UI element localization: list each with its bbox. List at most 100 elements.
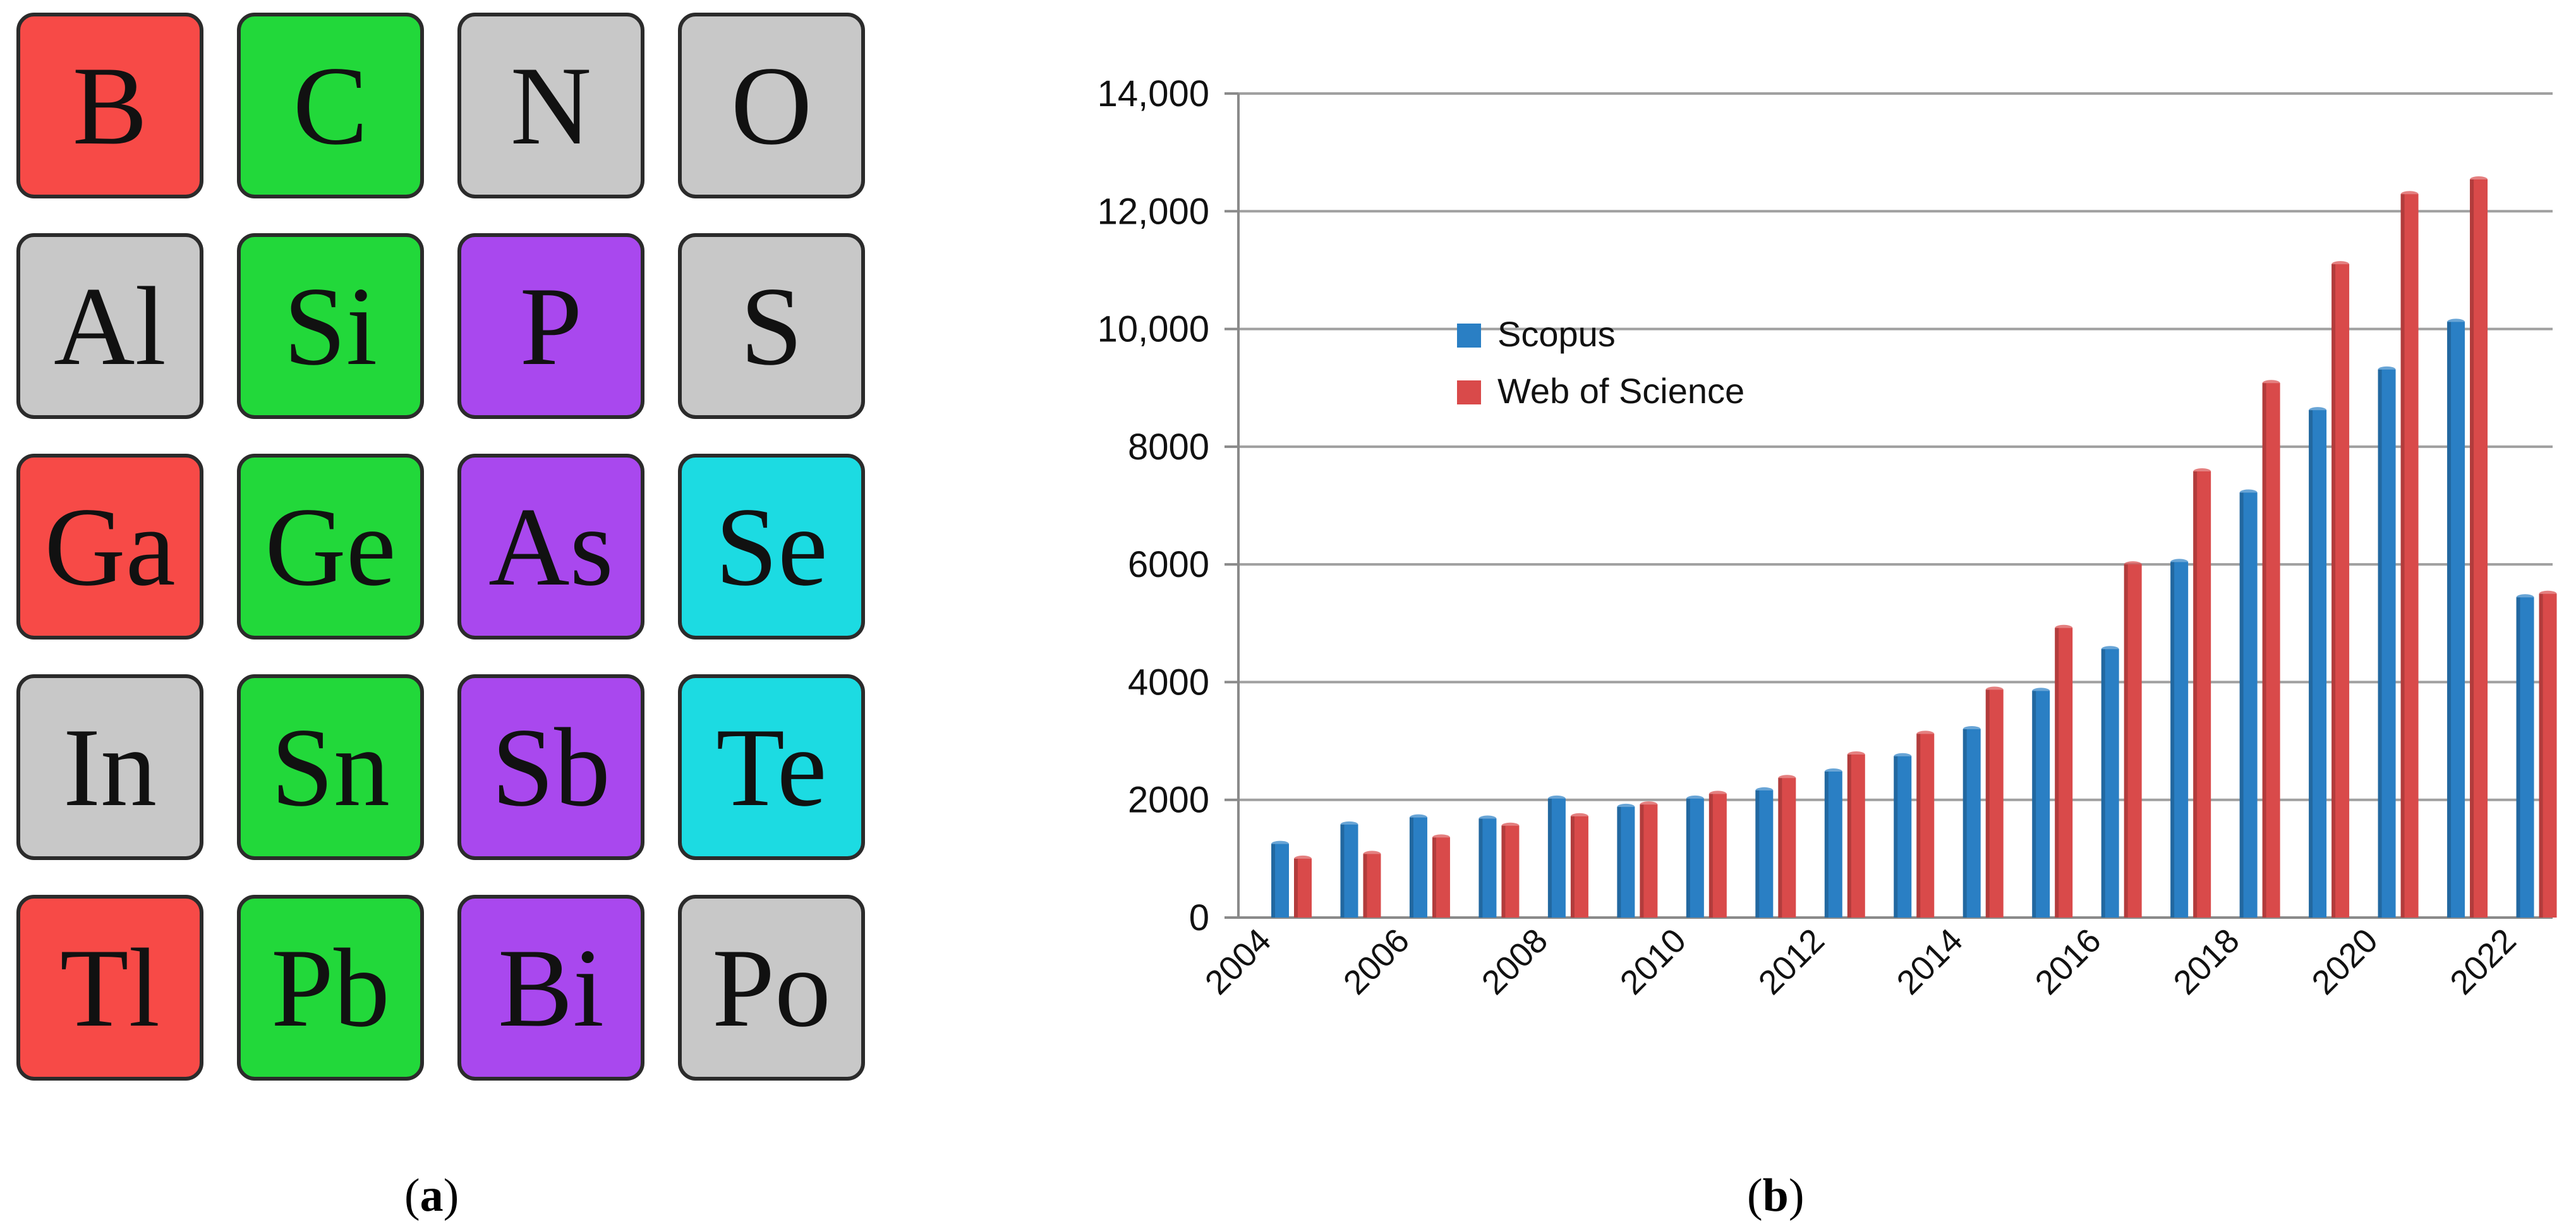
- bar-body: [1547, 798, 1566, 918]
- bar-web-of-science-2021: [2470, 176, 2488, 918]
- bar-shade: [2378, 369, 2382, 918]
- element-tile-al: Al: [16, 233, 203, 419]
- bar-scopus-2007: [1478, 815, 1497, 918]
- bar-cap: [1294, 855, 1312, 862]
- bar-shade: [2124, 564, 2128, 918]
- bar-shade: [1409, 817, 1413, 918]
- bar-web-of-science-2006: [1432, 834, 1450, 918]
- bar-body: [2331, 264, 2350, 918]
- element-tile-n: N: [457, 13, 644, 198]
- bar-web-of-science-2011: [1778, 775, 1796, 918]
- y-tick-label: 14,000: [1098, 73, 1209, 114]
- element-tile-sb: Sb: [457, 674, 644, 860]
- bar-web-of-science-2015: [2055, 624, 2073, 918]
- bar-cap: [2447, 318, 2465, 325]
- bar-body: [2193, 471, 2211, 918]
- bar-shade: [1547, 798, 1552, 918]
- bar-body: [1708, 794, 1727, 918]
- bar-shade: [2309, 410, 2313, 918]
- bar-cap: [1570, 813, 1588, 820]
- bar-body: [1778, 778, 1796, 918]
- bar-cap: [2032, 688, 2050, 694]
- bar-cap: [2378, 366, 2396, 373]
- element-tile-tl: Tl: [16, 895, 203, 1081]
- bar-body: [1894, 756, 1912, 918]
- bar-cap: [2101, 646, 2119, 653]
- y-tick-label: 0: [1189, 897, 1209, 938]
- y-tick-labels: 0 2000 4000 6000 8000 10,000 12,000 14,000: [1098, 73, 1209, 938]
- bar-cap: [2516, 594, 2534, 601]
- element-tile-te: Te: [678, 674, 865, 860]
- bar-cap: [1778, 775, 1796, 782]
- bar-cap: [1363, 851, 1381, 858]
- y-tick-label: 8000: [1128, 427, 1209, 468]
- bar-shade: [1916, 734, 1921, 918]
- bar-body: [1271, 844, 1289, 918]
- y-tick-label: 6000: [1128, 544, 1209, 585]
- bar-shade: [1617, 806, 1621, 918]
- bar-shade: [2032, 691, 2036, 918]
- element-tile-po: Po: [678, 895, 865, 1081]
- bar-shade: [2447, 322, 2452, 918]
- x-tick-label: 2008: [1475, 921, 1555, 1002]
- element-tile-sn: Sn: [237, 674, 424, 860]
- bar-body: [2400, 194, 2419, 918]
- bar-body: [2032, 691, 2050, 918]
- bar-cap: [2539, 590, 2557, 597]
- bar-scopus-2006: [1409, 814, 1427, 918]
- element-tile-c: C: [237, 13, 424, 198]
- bar-shade: [1432, 837, 1436, 918]
- bar-shade: [1271, 844, 1275, 918]
- bar-body: [2539, 593, 2557, 918]
- bar-cap: [1755, 787, 1774, 794]
- x-tick-label: 2020: [2304, 921, 2385, 1002]
- bar-cap: [1478, 815, 1497, 822]
- bar-body: [1294, 858, 1312, 918]
- bar-cap: [1409, 814, 1427, 821]
- bar-web-of-science-2022: [2539, 590, 2557, 918]
- bar-shade: [2539, 593, 2543, 918]
- bar-shade: [1894, 756, 1898, 918]
- bar-scopus-2005: [1340, 821, 1358, 918]
- bar-cap: [1686, 795, 1704, 802]
- bar-cap: [2239, 489, 2258, 496]
- bar-cap: [2470, 176, 2488, 183]
- legend-swatch: [1457, 324, 1481, 348]
- bar-cap: [1985, 686, 2004, 693]
- bar-body: [2239, 492, 2258, 918]
- bar-shade: [1570, 816, 1575, 918]
- x-tick-label: 2014: [1890, 921, 1970, 1002]
- bar-body: [2447, 322, 2465, 918]
- x-tick-label: 2022: [2443, 921, 2523, 1002]
- bar-cap: [1547, 795, 1566, 802]
- bar-web-of-science-2008: [1570, 813, 1588, 918]
- bar-scopus-2014: [1962, 725, 1981, 918]
- x-tick-label: 2006: [1336, 921, 1417, 1002]
- bar-body: [2309, 410, 2327, 918]
- bar-web-of-science-2014: [1985, 686, 2004, 918]
- bar-body: [1824, 772, 1842, 918]
- element-tile-ge: Ge: [237, 454, 424, 640]
- element-grid-panel: B C N O Al Si P S Ga Ge As Se In Sn Sb Te Tl Pb Bi Po: [0, 0, 885, 1231]
- bar-shade: [1294, 858, 1298, 918]
- bar-body: [1755, 790, 1774, 918]
- bar-cap: [2331, 261, 2350, 268]
- bar-body: [1916, 734, 1935, 918]
- bar-cap: [1962, 725, 1981, 732]
- bar-web-of-science-2016: [2124, 561, 2142, 918]
- bar-cap: [1340, 821, 1358, 828]
- chart-axes: [1225, 92, 2553, 919]
- bar-web-of-science-2018: [2262, 380, 2280, 918]
- bar-cap: [2124, 561, 2142, 568]
- bar-cap: [2193, 468, 2211, 475]
- bar-scopus-2012: [1824, 768, 1842, 918]
- bar-shade: [1755, 790, 1760, 918]
- bar-web-of-science-2005: [1363, 851, 1381, 918]
- bar-body: [2262, 383, 2280, 918]
- element-tile-bi: Bi: [457, 895, 644, 1081]
- bar-body: [2516, 597, 2534, 918]
- bar-shade: [1640, 804, 1644, 918]
- legend-label: Web of Science: [1497, 371, 1745, 411]
- bar-shade: [2331, 264, 2336, 918]
